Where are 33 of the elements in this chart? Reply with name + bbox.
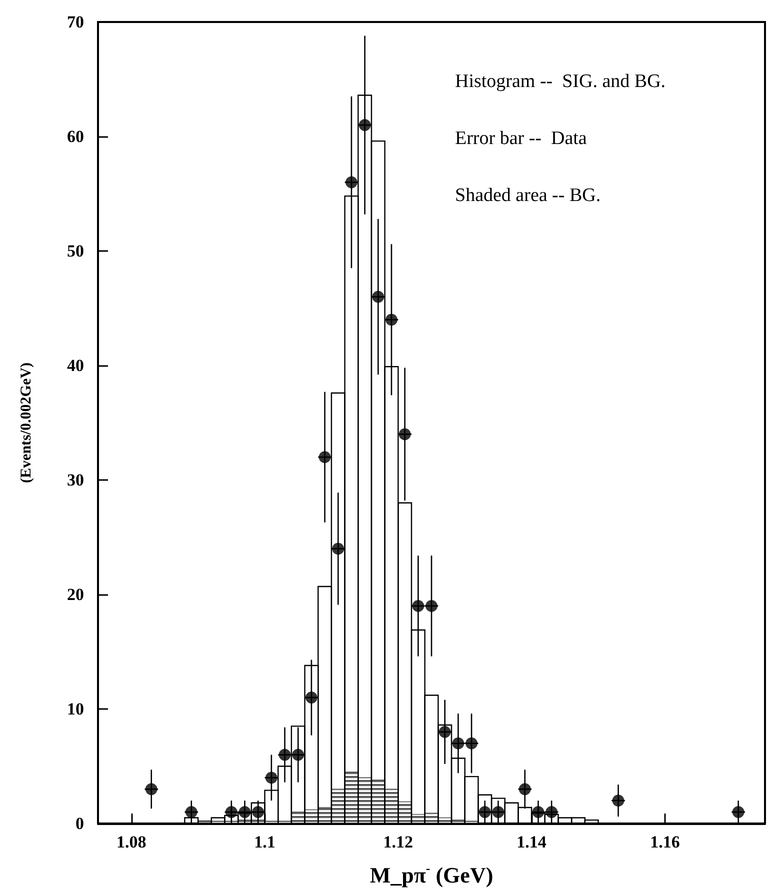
point — [305, 692, 318, 704]
y-tick-label: 60 — [67, 127, 84, 146]
y-tick-label: 50 — [67, 242, 84, 260]
annotation: Error bar -- Data — [455, 128, 588, 149]
point — [265, 772, 278, 784]
point — [438, 726, 451, 738]
point — [358, 119, 371, 132]
x-tick-label: 1.12 — [383, 832, 414, 852]
y-tick-label: 40 — [67, 356, 84, 375]
x-axis-title: M_pπ- (GeV) — [370, 860, 494, 888]
point — [332, 542, 344, 555]
y-tick-label: 70 — [67, 12, 84, 32]
point — [518, 783, 531, 796]
x-tick-label: 1.16 — [650, 832, 680, 852]
point — [185, 806, 198, 818]
y-tick-label: 10 — [67, 700, 84, 718]
point — [398, 428, 411, 440]
point — [145, 783, 158, 796]
point — [612, 794, 624, 807]
y-axis-title: (Events/0.002GeV) — [18, 362, 34, 483]
y-tick-label: 20 — [67, 585, 84, 604]
point — [372, 290, 384, 303]
point — [385, 314, 398, 326]
y-tick-label: 30 — [67, 470, 84, 490]
y-tick-label: 0 — [76, 814, 84, 833]
x-tick-label: 1.1 — [254, 832, 276, 852]
annotation: Shaded area -- BG. — [455, 185, 601, 206]
annotation: Histogram -- SIG. and BG. — [455, 71, 666, 92]
x-tick-label: 1.08 — [116, 832, 146, 852]
point — [318, 451, 331, 464]
x-tick-label: 1.14 — [516, 832, 547, 852]
point — [732, 806, 744, 818]
point — [345, 176, 358, 188]
